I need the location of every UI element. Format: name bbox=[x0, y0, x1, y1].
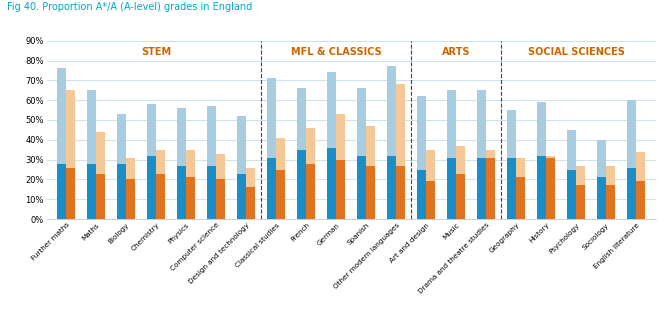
Bar bbox=[57, 69, 66, 219]
Bar bbox=[327, 148, 336, 219]
Bar bbox=[267, 78, 276, 219]
Bar bbox=[636, 182, 646, 219]
Bar bbox=[627, 100, 636, 219]
Bar bbox=[57, 164, 66, 219]
Bar bbox=[117, 114, 126, 219]
Bar bbox=[627, 167, 636, 219]
Bar bbox=[276, 170, 286, 219]
Bar bbox=[396, 84, 405, 219]
Bar bbox=[477, 158, 486, 219]
Bar bbox=[357, 88, 366, 219]
Bar bbox=[87, 164, 96, 219]
Bar bbox=[486, 158, 495, 219]
Bar bbox=[426, 182, 436, 219]
Bar bbox=[507, 110, 516, 219]
Bar bbox=[66, 167, 76, 219]
Bar bbox=[96, 132, 106, 219]
Bar bbox=[417, 96, 426, 219]
Bar bbox=[66, 90, 76, 219]
Bar bbox=[576, 185, 585, 219]
Bar bbox=[337, 114, 345, 219]
Bar bbox=[96, 173, 106, 219]
Bar bbox=[417, 170, 426, 219]
Bar bbox=[547, 156, 555, 219]
Bar bbox=[367, 126, 375, 219]
Bar bbox=[456, 146, 466, 219]
Bar bbox=[217, 154, 225, 219]
Bar bbox=[217, 179, 225, 219]
Bar bbox=[207, 106, 216, 219]
Bar bbox=[147, 156, 156, 219]
Bar bbox=[246, 187, 256, 219]
Bar bbox=[177, 108, 186, 219]
Bar bbox=[246, 167, 256, 219]
Bar bbox=[636, 152, 646, 219]
Bar bbox=[117, 164, 126, 219]
Bar bbox=[396, 166, 405, 219]
Bar bbox=[456, 173, 466, 219]
Bar bbox=[126, 158, 135, 219]
Bar bbox=[187, 177, 195, 219]
Bar bbox=[297, 88, 306, 219]
Bar bbox=[537, 102, 546, 219]
Bar bbox=[327, 72, 336, 219]
Bar bbox=[597, 140, 606, 219]
Bar bbox=[447, 90, 456, 219]
Bar bbox=[337, 160, 345, 219]
Bar bbox=[157, 173, 165, 219]
Bar bbox=[537, 156, 546, 219]
Bar bbox=[387, 156, 396, 219]
Bar bbox=[357, 156, 366, 219]
Bar bbox=[567, 170, 576, 219]
Bar bbox=[426, 150, 436, 219]
Bar bbox=[597, 177, 606, 219]
Bar bbox=[367, 166, 375, 219]
Bar bbox=[387, 66, 396, 219]
Bar bbox=[237, 173, 246, 219]
Bar bbox=[306, 164, 315, 219]
Bar bbox=[276, 138, 286, 219]
Bar bbox=[157, 150, 165, 219]
Bar bbox=[516, 158, 525, 219]
Text: SOCIAL SCIENCES: SOCIAL SCIENCES bbox=[528, 47, 625, 57]
Text: STEM: STEM bbox=[141, 47, 171, 57]
Bar bbox=[187, 150, 195, 219]
Text: MFL & CLASSICS: MFL & CLASSICS bbox=[291, 47, 381, 57]
Text: Fig 40. Proportion A*/A (A-level) grades in England: Fig 40. Proportion A*/A (A-level) grades… bbox=[7, 2, 252, 12]
Bar bbox=[147, 104, 156, 219]
Bar bbox=[606, 185, 615, 219]
Bar bbox=[267, 158, 276, 219]
Text: ARTS: ARTS bbox=[442, 47, 470, 57]
Bar bbox=[576, 166, 585, 219]
Bar bbox=[516, 177, 525, 219]
Bar bbox=[126, 179, 135, 219]
Bar bbox=[486, 150, 495, 219]
Bar bbox=[87, 90, 96, 219]
Bar bbox=[237, 116, 246, 219]
Bar bbox=[606, 166, 615, 219]
Bar bbox=[547, 158, 555, 219]
Bar bbox=[447, 158, 456, 219]
Bar bbox=[306, 128, 315, 219]
Bar bbox=[207, 166, 216, 219]
Bar bbox=[507, 158, 516, 219]
Bar bbox=[177, 166, 186, 219]
Bar bbox=[297, 150, 306, 219]
Bar bbox=[567, 130, 576, 219]
Bar bbox=[477, 90, 486, 219]
